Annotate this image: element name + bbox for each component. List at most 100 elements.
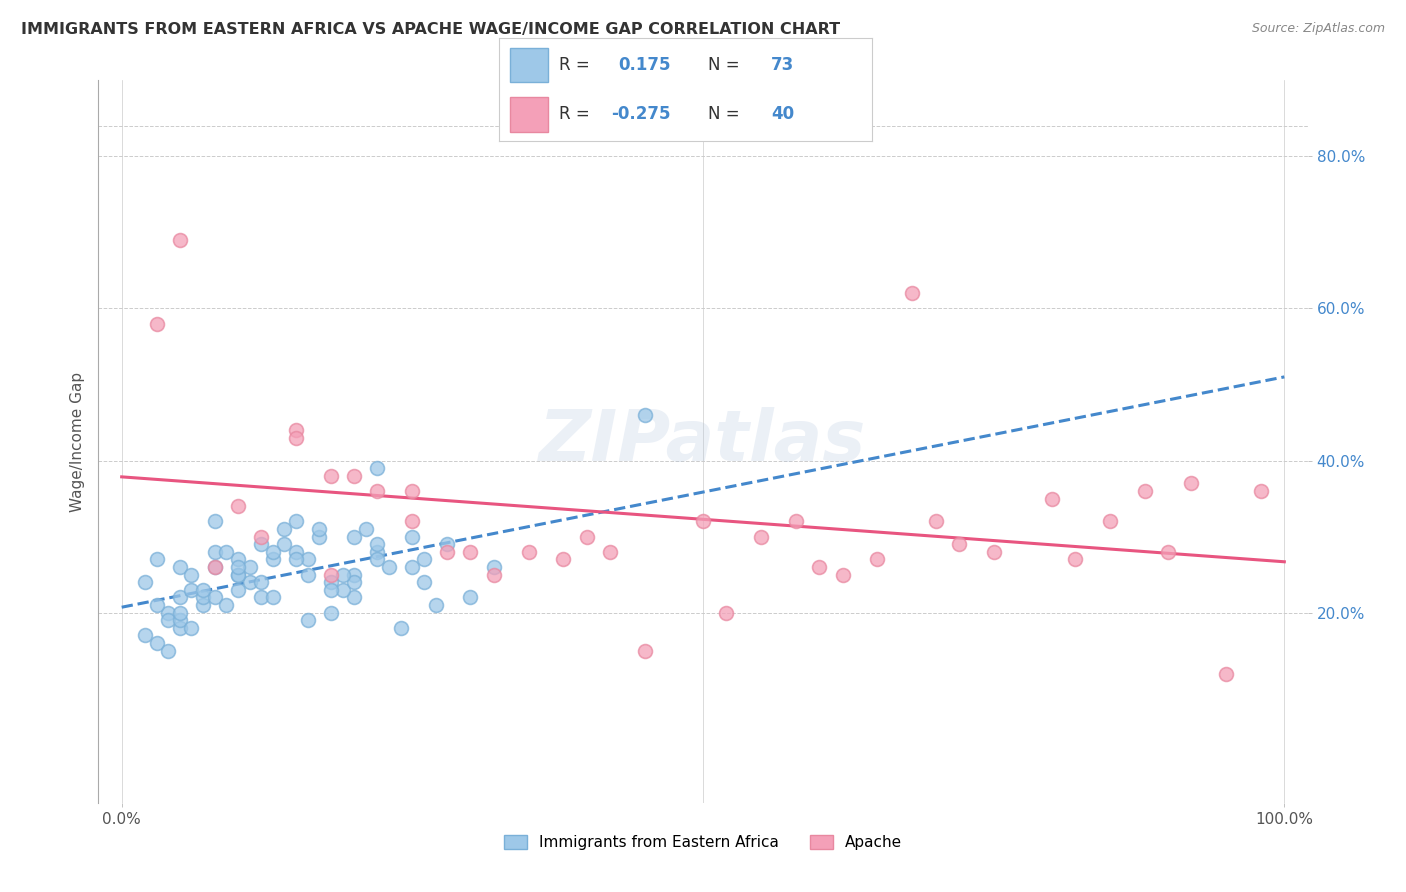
- Point: [1215, 666, 1237, 681]
- Point: [634, 408, 657, 422]
- Point: [575, 530, 598, 544]
- Point: [343, 530, 366, 544]
- Text: IMMIGRANTS FROM EASTERN AFRICA VS APACHE WAGE/INCOME GAP CORRELATION CHART: IMMIGRANTS FROM EASTERN AFRICA VS APACHE…: [21, 22, 841, 37]
- Point: [482, 560, 505, 574]
- Text: R =: R =: [558, 105, 595, 123]
- Legend: Immigrants from Eastern Africa, Apache: Immigrants from Eastern Africa, Apache: [498, 830, 908, 856]
- Point: [169, 613, 191, 627]
- Point: [285, 431, 308, 445]
- Point: [413, 552, 436, 566]
- Point: [425, 598, 447, 612]
- Point: [273, 522, 295, 536]
- Point: [319, 567, 342, 582]
- Point: [831, 567, 853, 582]
- Point: [716, 606, 738, 620]
- Point: [226, 552, 249, 566]
- Point: [215, 545, 238, 559]
- Point: [401, 515, 423, 529]
- Point: [517, 545, 540, 559]
- Point: [599, 545, 621, 559]
- Point: [145, 598, 167, 612]
- Point: [250, 575, 273, 590]
- Text: ZIPatlas: ZIPatlas: [540, 407, 866, 476]
- Point: [1157, 545, 1180, 559]
- Point: [308, 530, 330, 544]
- Point: [401, 560, 423, 574]
- Point: [204, 560, 226, 574]
- Point: [250, 591, 273, 605]
- Point: [226, 560, 249, 574]
- Point: [262, 552, 284, 566]
- Point: [389, 621, 412, 635]
- Point: [366, 461, 388, 475]
- Point: [297, 613, 319, 627]
- Point: [285, 545, 308, 559]
- Point: [1040, 491, 1063, 506]
- Point: [343, 567, 366, 582]
- Point: [866, 552, 889, 566]
- Point: [785, 515, 807, 529]
- Text: 0.175: 0.175: [619, 56, 671, 74]
- Point: [204, 560, 226, 574]
- Point: [460, 591, 482, 605]
- Point: [319, 468, 342, 483]
- Point: [749, 530, 772, 544]
- Point: [169, 591, 191, 605]
- Point: [226, 567, 249, 582]
- Point: [401, 483, 423, 498]
- Point: [901, 286, 924, 301]
- Point: [145, 636, 167, 650]
- Point: [924, 515, 946, 529]
- Point: [983, 545, 1005, 559]
- Point: [191, 598, 214, 612]
- Point: [134, 575, 156, 590]
- Point: [319, 575, 342, 590]
- Point: [332, 567, 354, 582]
- Point: [285, 423, 308, 437]
- Point: [436, 537, 458, 551]
- Point: [332, 582, 354, 597]
- Point: [169, 606, 191, 620]
- Point: [262, 545, 284, 559]
- Point: [413, 575, 436, 590]
- Point: [145, 552, 167, 566]
- Point: [204, 515, 226, 529]
- Point: [692, 515, 714, 529]
- Point: [250, 530, 273, 544]
- Point: [948, 537, 970, 551]
- Point: [1133, 483, 1156, 498]
- Point: [297, 552, 319, 566]
- Y-axis label: Wage/Income Gap: Wage/Income Gap: [69, 371, 84, 512]
- Point: [226, 582, 249, 597]
- Point: [285, 515, 308, 529]
- Point: [180, 567, 202, 582]
- Point: [239, 575, 262, 590]
- Point: [366, 545, 388, 559]
- Point: [134, 628, 156, 642]
- Text: Source: ZipAtlas.com: Source: ZipAtlas.com: [1251, 22, 1385, 36]
- Point: [308, 522, 330, 536]
- Point: [297, 567, 319, 582]
- Point: [191, 582, 214, 597]
- Point: [354, 522, 377, 536]
- Point: [239, 560, 262, 574]
- Text: -0.275: -0.275: [612, 105, 671, 123]
- Point: [1098, 515, 1121, 529]
- Point: [273, 537, 295, 551]
- Text: R =: R =: [558, 56, 589, 74]
- Point: [319, 582, 342, 597]
- Text: N =: N =: [707, 105, 740, 123]
- Point: [285, 552, 308, 566]
- Point: [634, 643, 657, 657]
- Point: [250, 537, 273, 551]
- Point: [1064, 552, 1087, 566]
- Point: [366, 552, 388, 566]
- Point: [157, 606, 180, 620]
- Point: [1250, 483, 1272, 498]
- Point: [436, 545, 458, 559]
- Text: 73: 73: [770, 56, 794, 74]
- Text: N =: N =: [707, 56, 740, 74]
- Point: [157, 613, 180, 627]
- Point: [343, 468, 366, 483]
- Point: [226, 499, 249, 513]
